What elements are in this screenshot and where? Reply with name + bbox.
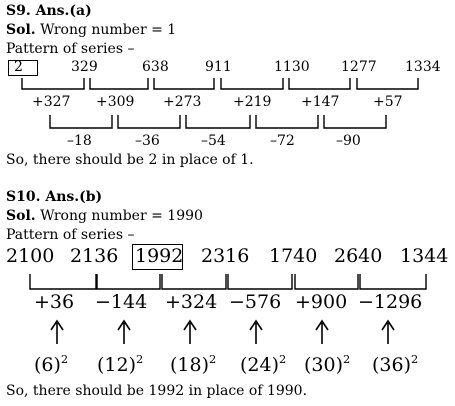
s9-diff: +273	[163, 94, 202, 110]
s10-heading: S10. Ans.(b)	[6, 189, 103, 205]
s10-bracket	[29, 274, 97, 290]
s10-term: 2316	[201, 245, 250, 267]
s10-highlight-box	[132, 244, 183, 270]
s9-bracket-2	[49, 115, 113, 129]
s9-bracket-1	[153, 78, 215, 90]
s10-bracket	[294, 274, 359, 290]
s10-term: 1344	[400, 245, 449, 267]
s10-square: (18)2	[170, 352, 217, 376]
s10-term: 2136	[70, 245, 119, 267]
s10-bracket	[161, 274, 227, 290]
s10-diff: +36	[34, 291, 75, 313]
s10-term: 2640	[334, 245, 383, 267]
s10-square: (36)2	[372, 352, 419, 376]
s10-diff: −576	[229, 291, 282, 313]
s9-pattern-label: Pattern of series –	[6, 41, 135, 57]
up-arrow-icon	[315, 319, 329, 344]
s9-bracket-1	[89, 78, 149, 90]
s10-conclusion: So, there should be 1992 in place of 199…	[6, 383, 308, 399]
s9-highlight-box	[8, 60, 38, 76]
s9-diff: +57	[373, 94, 403, 110]
s10-term: 2100	[6, 245, 55, 267]
s9-diff: +219	[233, 94, 272, 110]
s9-bracket-1	[220, 78, 284, 90]
s9-heading: S9. Ans.(a)	[6, 3, 92, 19]
s9-diff2: –90	[336, 133, 361, 149]
s10-diff: +324	[165, 291, 218, 313]
s9-bracket-2	[117, 115, 181, 129]
s9-diff2: –54	[201, 133, 226, 149]
s9-bracket-2	[255, 115, 319, 129]
s10-square: (6)2	[34, 352, 69, 376]
s10-term: 1992	[135, 245, 184, 267]
s9-diff: +147	[301, 94, 340, 110]
s9-bracket-1	[288, 78, 351, 90]
up-arrow-icon	[381, 319, 395, 344]
s9-diff2: –72	[270, 133, 295, 149]
s10-bracket	[227, 274, 293, 290]
s10-pattern-label: Pattern of series –	[6, 227, 135, 243]
s10-diff: −1296	[358, 291, 423, 313]
s10-diff: +900	[295, 291, 348, 313]
s10-diff: −144	[95, 291, 148, 313]
up-arrow-icon	[117, 319, 131, 344]
s9-sol-label: Sol.	[6, 22, 36, 38]
s10-sol-label: Sol.	[6, 208, 36, 224]
up-arrow-icon	[249, 319, 263, 344]
s9-term: 911	[205, 59, 232, 75]
s9-bracket-1	[21, 78, 85, 90]
up-arrow-icon	[183, 319, 197, 344]
s9-diff: +327	[32, 94, 71, 110]
s9-term: 1334	[405, 59, 441, 75]
s9-sol-text: Wrong number = 1	[35, 22, 177, 38]
s9-bracket-2	[185, 115, 251, 129]
s9-conclusion: So, there should be 2 in place of 1.	[6, 152, 254, 168]
s10-term: 1740	[269, 245, 318, 267]
s9-diff2: –18	[67, 133, 92, 149]
s10-square: (30)2	[304, 352, 351, 376]
s9-term: 329	[71, 59, 98, 75]
s9-bracket-2	[323, 115, 387, 129]
s10-bracket	[96, 274, 161, 290]
s9-diff2: –36	[135, 133, 160, 149]
s9-term: 2	[14, 59, 23, 75]
s10-solution-line: Sol. Wrong number = 1990	[6, 209, 203, 223]
up-arrow-icon	[50, 319, 64, 344]
s9-term: 638	[142, 59, 169, 75]
s9-diff: +309	[96, 94, 135, 110]
s10-arrows	[50, 319, 395, 344]
s9-bracket-1	[356, 78, 419, 90]
s9-term: 1277	[341, 59, 377, 75]
s9-term: 1130	[274, 59, 310, 75]
s10-bracket	[359, 274, 427, 290]
s10-square: (12)2	[97, 352, 144, 376]
s10-sol-text: Wrong number = 1990	[35, 208, 203, 224]
s10-square: (24)2	[240, 352, 287, 376]
s9-solution-line: Sol. Wrong number = 1	[6, 23, 176, 37]
